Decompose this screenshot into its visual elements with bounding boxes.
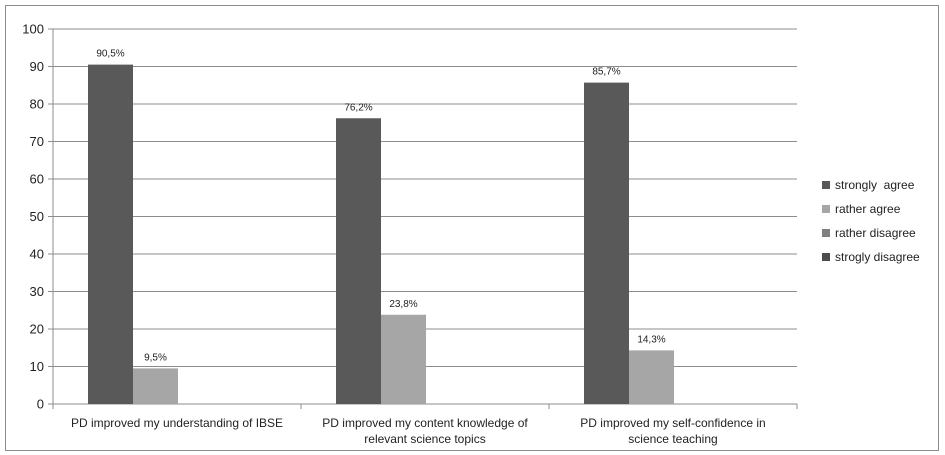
y-tick-label: 40: [30, 247, 44, 262]
legend-swatch: [822, 205, 830, 213]
bars: [88, 64, 674, 404]
bar: [133, 368, 178, 404]
data-label: 9,5%: [144, 352, 167, 363]
legend-swatch: [822, 253, 830, 261]
bar: [88, 64, 133, 404]
y-tick-label: 10: [30, 359, 44, 374]
y-tick-label: 70: [30, 134, 44, 149]
bar: [336, 118, 381, 404]
legend-swatch: [822, 229, 830, 237]
x-tick-label: relevant science topics: [364, 432, 485, 446]
bar: [584, 82, 629, 404]
data-label: 23,8%: [389, 299, 417, 310]
x-tick-label: PD improved my content knowledge of: [322, 416, 528, 430]
legend-entry: strongly agree: [835, 178, 915, 192]
bar: [381, 314, 426, 404]
y-tick-label: 30: [30, 284, 44, 299]
data-labels: 90,5% 76,2% 85,7% 9,5% 23,8% 14,3%: [96, 49, 665, 364]
data-label: 14,3%: [637, 334, 665, 345]
data-label: 85,7%: [592, 67, 620, 78]
y-tick-label: 100: [22, 22, 44, 37]
x-tick-label: science teaching: [628, 432, 717, 446]
y-tick-label: 20: [30, 322, 44, 337]
x-tick-label: PD improved my understanding of IBSE: [71, 416, 283, 430]
data-label: 76,2%: [344, 102, 372, 113]
y-tick-label: 90: [30, 59, 44, 74]
y-tick-label: 80: [30, 97, 44, 112]
data-label: 90,5%: [96, 49, 124, 60]
axes: 0 10 20 30 40 50 60 70 80 90 100 PD improved my und…: [22, 22, 798, 446]
legend-entry: strogly disagree: [835, 250, 920, 264]
y-tick-label: 60: [30, 172, 44, 187]
legend: strongly agree rather agree rather disagre…: [822, 178, 920, 264]
legend-entry: rather agree: [835, 202, 901, 216]
y-tick-label: 0: [37, 397, 44, 412]
x-tick-label: PD improved my self-confidence in: [580, 416, 765, 430]
y-tick-label: 50: [30, 209, 44, 224]
bar: [629, 350, 674, 404]
legend-swatch: [822, 181, 830, 189]
legend-entry: rather disagree: [835, 226, 916, 240]
